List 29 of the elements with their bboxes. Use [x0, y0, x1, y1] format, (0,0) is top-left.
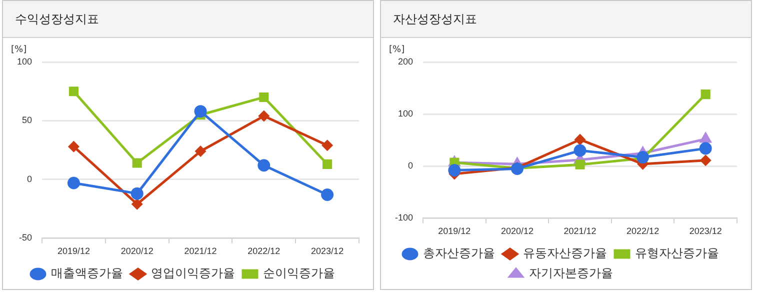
x-tick-label: 2022/12 [626, 226, 660, 236]
x-tick-label: 2019/12 [57, 246, 90, 256]
x-tick-label: 2020/12 [500, 226, 534, 236]
x-tick-label: 2023/12 [311, 246, 344, 256]
y-tick-label: -100 [395, 212, 414, 223]
x-tick-label: 2021/12 [564, 226, 596, 236]
x-tick-label: 2019/12 [438, 226, 471, 236]
legend-label: 자기자본증가율 [529, 266, 613, 280]
chart-title: 자산성장성지표 [381, 1, 751, 38]
y-tick-label: 50 [22, 115, 32, 126]
y-tick-label: 0 [27, 174, 32, 184]
y-tick-label: 0 [408, 160, 414, 171]
legend-label: 총자산증가율 [423, 246, 495, 260]
y-axis-title: [%] [389, 44, 405, 55]
x-tick-label: 2023/12 [689, 226, 722, 236]
x-tick-label: 2022/12 [248, 246, 280, 256]
legend-label: 영업이익증가율 [151, 266, 235, 280]
y-tick-label: -50 [19, 232, 32, 243]
y-axis-title: [%] [11, 44, 27, 55]
y-tick-label: 100 [398, 108, 414, 119]
legend-label: 매출액증가율 [51, 266, 123, 280]
y-tick-label: 100 [16, 56, 32, 66]
legend-label: 유동자산증가율 [523, 246, 607, 260]
legend-label: 유형자산증가율 [635, 246, 719, 260]
legend-label: 순이익증가율 [263, 266, 335, 280]
chart-title: 수익성장성지표 [3, 1, 373, 38]
x-tick-label: 2021/12 [184, 246, 217, 256]
y-tick-label: 200 [398, 56, 414, 66]
x-tick-label: 2020/12 [120, 246, 154, 256]
